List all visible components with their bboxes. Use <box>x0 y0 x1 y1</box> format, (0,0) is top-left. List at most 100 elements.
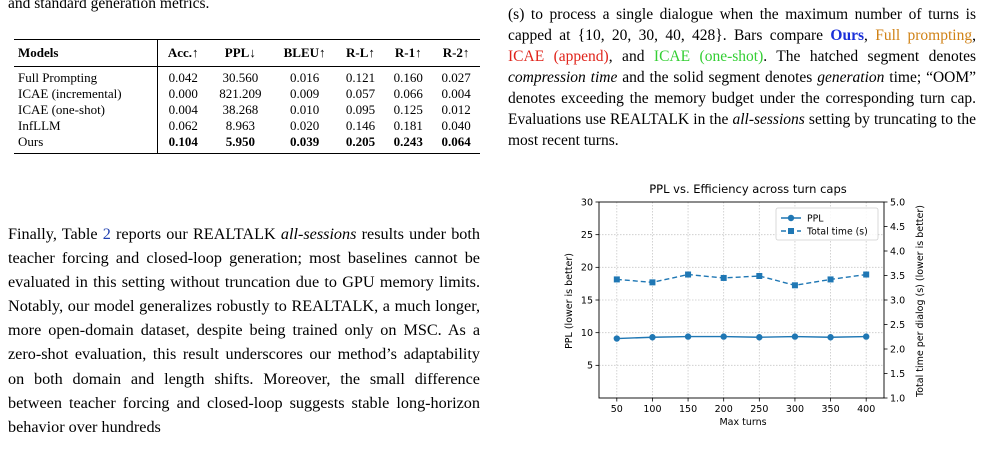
table-reference-link[interactable]: 2 <box>102 225 111 243</box>
figure-caption: (s) to process a single dialogue when th… <box>508 4 976 151</box>
cell-ppl: 30.560 <box>222 70 259 85</box>
table-header-row: Models Acc.↑ PPL↓ BLEU↑ R-L↑ R-1↑ R-2↑ <box>14 39 480 67</box>
y-tick-label-right: 1.5 <box>890 369 905 380</box>
point-marker <box>649 334 656 341</box>
col-header-bleu: BLEU↑ <box>272 39 337 67</box>
point-marker <box>827 276 834 283</box>
cell-acc: 0.000 <box>168 86 198 101</box>
x-tick-label: 350 <box>821 404 839 415</box>
legend-marker <box>787 214 795 222</box>
row-model-name: ICAE (incremental) <box>14 86 159 102</box>
caption-full-prompting-label: Full prompting <box>875 27 973 44</box>
y-tick-label-left: 15 <box>581 295 593 306</box>
cell-rl: 0.205 <box>336 134 385 154</box>
table-row-best: Ours 0.104 5.950 0.039 0.205 0.243 0.064 <box>14 134 480 154</box>
point-marker <box>756 334 763 341</box>
col-header-rl: R-L↑ <box>336 39 385 67</box>
point-marker <box>613 276 620 283</box>
cell-acc: 0.104 <box>157 134 209 154</box>
x-tick-label: 100 <box>643 404 661 415</box>
caption-text: setting by truncating to the most recent… <box>508 111 976 149</box>
y-tick-label-right: 4.5 <box>890 222 905 233</box>
cell-r2: 0.040 <box>441 118 471 133</box>
col-header-ppl: PPL↓ <box>208 39 273 67</box>
y-tick-label-left: 10 <box>581 328 593 339</box>
cell-r1: 0.243 <box>384 134 433 154</box>
legend-marker <box>788 228 794 234</box>
caption-text: , and <box>608 48 654 65</box>
cell-bleu: 0.010 <box>289 102 320 117</box>
point-marker <box>720 274 727 281</box>
table-row: ICAE (incremental) 0.000 821.209 0.009 0… <box>14 86 480 102</box>
y-tick-label-right: 4.0 <box>890 246 905 257</box>
y-tick-label-right: 3.0 <box>890 295 905 306</box>
chart-legend: PPL Total time (s) <box>775 207 879 241</box>
cell-bleu: 0.039 <box>272 134 337 154</box>
col-header-models: Models <box>14 39 159 67</box>
cell-ppl: 5.950 <box>208 134 273 154</box>
row-model-name: InfLLM <box>14 118 159 134</box>
y-tick-label-left: 25 <box>581 230 593 241</box>
table-row: ICAE (one-shot) 0.004 38.268 0.010 0.095… <box>14 102 480 118</box>
point-marker <box>756 272 763 279</box>
cell-acc: 0.004 <box>168 102 198 117</box>
cell-rl: 0.121 <box>345 70 376 85</box>
x-tick-label: 200 <box>715 404 733 415</box>
point-marker <box>684 333 692 340</box>
cell-bleu: 0.009 <box>289 86 320 101</box>
cell-r2: 0.027 <box>441 70 471 85</box>
point-marker <box>862 333 870 340</box>
paragraph-text: reports our REALTALK <box>110 225 281 243</box>
row-model-name: Full Prompting <box>14 66 159 86</box>
axes-layer: 50 100 150 200 250 300 350 400 5 10 15 20 25 30 1.0 1.5… <box>581 197 905 415</box>
y-axis-label-left: PPL (lower is better) <box>564 253 575 349</box>
y-tick-label-left: 20 <box>581 263 593 274</box>
cell-rl: 0.057 <box>345 86 376 101</box>
cell-bleu: 0.020 <box>289 118 320 133</box>
y-tick-label-left: 5 <box>587 361 593 372</box>
y-tick-label-right: 2.5 <box>890 320 905 331</box>
section-intro-text: and standard generation metrics. <box>8 0 210 12</box>
cell-ppl: 821.209 <box>219 86 262 101</box>
caption-emphasis: generation <box>817 69 885 86</box>
caption-text: . The hatched segment denotes <box>763 48 976 65</box>
cell-bleu: 0.016 <box>289 70 320 85</box>
caption-emphasis: all-sessions <box>732 111 805 128</box>
ppl-efficiency-chart: PPL vs. Efficiency across turn caps 50 10… <box>564 182 926 428</box>
cell-ppl: 38.268 <box>222 102 259 117</box>
point-marker <box>720 333 727 340</box>
y-tick-label-right: 1.0 <box>890 393 905 404</box>
caption-icae-append-label: ICAE (append) <box>508 48 609 65</box>
table-row: InfLLM 0.062 8.963 0.020 0.146 0.181 0.0… <box>14 118 480 134</box>
chart-title: PPL vs. Efficiency across turn caps <box>649 182 847 196</box>
caption-text: , <box>972 27 976 44</box>
cell-acc: 0.062 <box>168 118 198 133</box>
caption-emphasis: compression time <box>508 69 618 86</box>
series-layer <box>613 271 870 342</box>
point-marker <box>791 282 798 289</box>
point-marker <box>685 271 692 278</box>
cell-r1: 0.160 <box>393 70 423 85</box>
cell-rl: 0.146 <box>345 118 376 133</box>
x-tick-label: 50 <box>611 404 623 415</box>
y-tick-label-right: 3.5 <box>890 271 905 282</box>
caption-text: , <box>863 27 876 44</box>
cell-ppl: 8.963 <box>225 118 255 133</box>
y-axis-label-right: Total time per dialog (s) (lower is bett… <box>915 205 926 398</box>
caption-text: (s) to process a single dialogue when th… <box>508 6 976 44</box>
caption-text: and the solid segment denotes <box>617 69 818 86</box>
legend-label: Total time (s) <box>806 226 868 237</box>
cell-rl: 0.095 <box>345 102 376 117</box>
paragraph-text: Finally, Table <box>8 225 103 243</box>
row-model-name: Ours <box>14 134 159 154</box>
x-tick-label: 400 <box>857 404 875 415</box>
point-marker <box>791 333 799 340</box>
col-header-acc: Acc.↑ <box>157 39 209 67</box>
legend-box <box>775 207 879 241</box>
y-tick-label-left: 30 <box>581 197 593 208</box>
y-tick-label-right: 2.0 <box>890 344 905 355</box>
y-tick-label-right: 5.0 <box>890 197 905 208</box>
x-axis-label: Max turns <box>719 417 766 428</box>
cell-r2: 0.004 <box>441 86 471 101</box>
cell-r2: 0.064 <box>432 134 480 154</box>
